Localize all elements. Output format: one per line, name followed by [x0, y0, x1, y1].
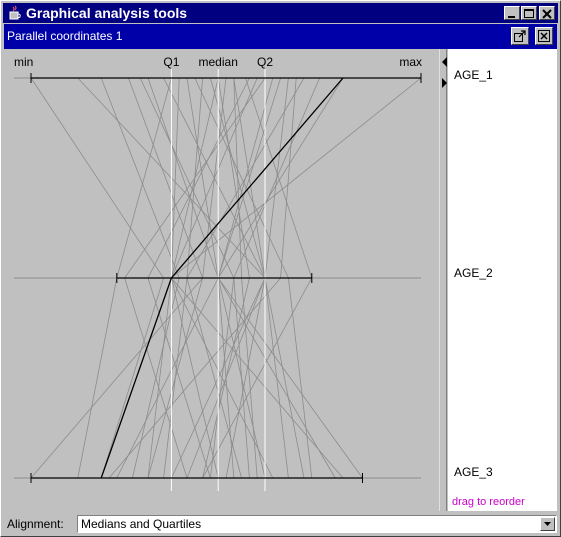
float-button[interactable] — [511, 27, 529, 45]
minimize-icon — [508, 16, 515, 18]
maximize-button[interactable] — [521, 6, 537, 20]
left-arrow-icon — [442, 57, 447, 67]
alignment-value: Medians and Quartiles — [81, 517, 202, 531]
label-max: max — [399, 55, 422, 69]
java-cup-icon — [9, 5, 21, 20]
internal-frame-title-bar[interactable]: Parallel coordinates 1 — [4, 24, 557, 49]
axis-label-age-3[interactable]: AGE_3 — [454, 465, 493, 479]
reorder-strip[interactable] — [439, 49, 447, 511]
minimize-button[interactable] — [504, 6, 520, 20]
float-icon — [514, 30, 526, 42]
alignment-bar: Alignment: Medians and Quartiles — [3, 512, 559, 536]
close-button[interactable] — [539, 6, 555, 20]
dropdown-button[interactable] — [540, 517, 555, 531]
reorder-handles — [442, 57, 447, 88]
parallel-coordinates-plot[interactable]: min Q1 median Q2 max — [4, 49, 439, 511]
axis-label-age-1[interactable]: AGE_1 — [454, 68, 493, 82]
window-title: Graphical analysis tools — [26, 5, 188, 21]
label-q2: Q2 — [257, 55, 273, 69]
label-median: median — [199, 55, 238, 69]
frame-close-button[interactable] — [535, 27, 553, 45]
label-min: min — [14, 55, 33, 69]
right-arrow-icon — [442, 78, 447, 88]
axis-label-age-2[interactable]: AGE_2 — [454, 266, 493, 280]
plot-canvas[interactable]: min Q1 median Q2 max — [4, 49, 439, 511]
highlighted-record-line — [100, 77, 344, 479]
maximize-icon — [524, 9, 534, 18]
frame-close-icon — [538, 30, 550, 42]
label-q1: Q1 — [163, 55, 179, 69]
axis-list-panel[interactable]: AGE_1 AGE_2 AGE_3 drag to reorder — [448, 49, 557, 511]
alignment-select[interactable]: Medians and Quartiles — [77, 515, 557, 533]
chevron-down-icon — [544, 522, 551, 526]
frame-title: Parallel coordinates 1 — [7, 29, 123, 43]
alignment-label: Alignment: — [7, 517, 64, 531]
close-icon — [542, 9, 552, 19]
title-bar[interactable]: Graphical analysis tools — [3, 3, 558, 23]
reorder-hint: drag to reorder — [452, 496, 525, 508]
